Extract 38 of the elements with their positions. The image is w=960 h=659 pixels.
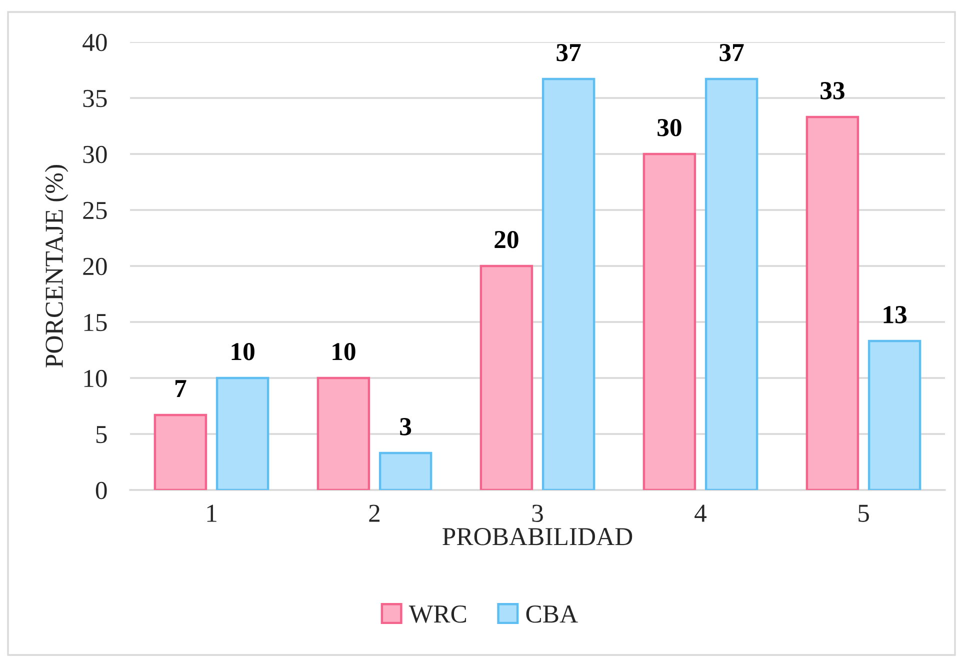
- y-tick-label: 15: [84, 314, 107, 332]
- bar: [216, 376, 270, 490]
- x-tick-label: 4: [694, 504, 707, 522]
- y-tick-label: 5: [96, 426, 107, 444]
- bar: [378, 452, 432, 490]
- data-label: 37: [556, 44, 581, 62]
- data-label: 13: [884, 306, 907, 324]
- y-axis-title: PORCENTAJE (%): [44, 165, 68, 368]
- bar: [868, 340, 922, 490]
- data-label: 10: [232, 342, 254, 360]
- legend-label: WRC: [408, 605, 466, 623]
- y-tick-label: 35: [83, 90, 107, 108]
- x-axis-title: PROBABILIDAD: [442, 528, 632, 546]
- x-tick-label: 5: [858, 504, 869, 522]
- bar: [316, 376, 370, 490]
- data-label: 20: [494, 230, 518, 248]
- bar: [480, 264, 534, 490]
- bar: [154, 414, 208, 490]
- y-tick-label: 25: [83, 202, 107, 220]
- data-label: 3: [400, 418, 412, 436]
- bar: [542, 78, 596, 490]
- y-tick-label: 40: [82, 34, 107, 52]
- y-tick-label: 30: [83, 146, 107, 164]
- bar: [704, 78, 758, 490]
- data-label: 33: [820, 82, 844, 100]
- x-tick-label: 3: [532, 504, 543, 522]
- data-label: 37: [720, 44, 744, 62]
- y-tick-label: 20: [83, 258, 107, 276]
- x-tick-label: 1: [207, 504, 216, 522]
- data-label: 7: [175, 380, 186, 397]
- bar: [642, 152, 696, 490]
- legend-label: CBA: [526, 605, 578, 623]
- data-label: 30: [658, 118, 682, 136]
- data-label: 10: [332, 342, 356, 360]
- x-tick-label: 2: [369, 504, 380, 522]
- y-tick-label: 0: [96, 482, 107, 500]
- y-tick-label: 10: [84, 370, 107, 388]
- bar: [806, 116, 860, 490]
